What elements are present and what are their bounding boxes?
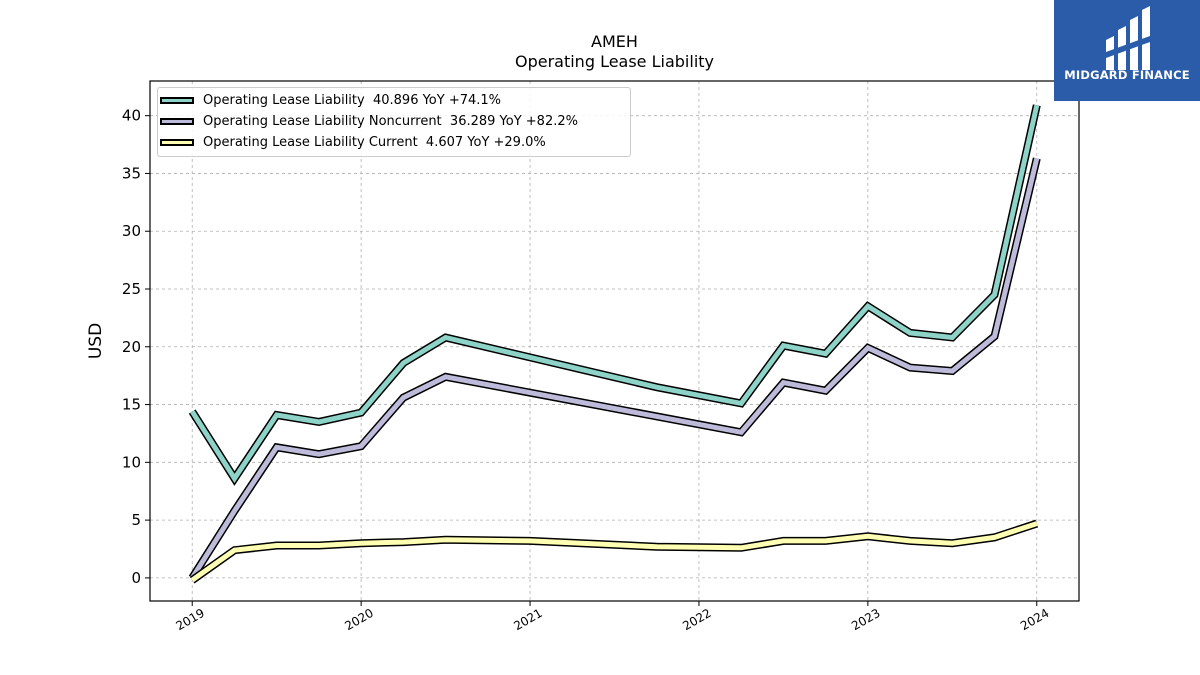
y-tick-label: 30 [122,222,141,240]
legend: Operating Lease Liability 40.896 YoY +74… [157,87,631,157]
series-line-0 [190,104,1040,484]
legend-label: Operating Lease Liability Current 4.607 … [203,135,546,150]
y-tick-label: 20 [122,338,141,356]
legend-item-noncurrent: Operating Lease Liability Noncurrent 36.… [158,112,630,132]
legend-swatch-operating-lease-liability [160,97,194,104]
legend-item-operating-lease-liability: Operating Lease Liability 40.896 YoY +74… [158,91,630,111]
chart-subtitle: Operating Lease Liability [515,52,714,71]
y-tick-label: 5 [131,511,141,529]
y-tick-label: 10 [122,453,141,471]
axes: 0 5 10 15 20 25 30 35 40 2019 2020 2021 2022 2023 2024 [122,107,1052,634]
y-axis-label: USD [86,323,106,359]
x-tick-label: 2021 [511,606,544,633]
series-outline-2 [189,519,1039,584]
midgard-finance-logo-icon [1106,6,1150,70]
plot-frame [149,80,1080,602]
y-tick-label: 15 [122,396,141,414]
midgard-finance-logo: MIDGARD FINANCE [1054,0,1200,101]
chart-title: AMEH [591,32,638,51]
x-tick-label: 2020 [342,606,375,633]
x-tick-label: 2022 [680,606,713,633]
x-tick-label: 2023 [849,606,882,633]
y-tick-label: 40 [122,107,141,125]
y-tick-label: 0 [131,569,141,587]
grid [150,81,1079,601]
legend-swatch-noncurrent [160,118,194,125]
series-line-1 [190,157,1040,580]
y-tick-label: 35 [122,164,141,182]
series-line-2 [190,521,1038,583]
y-tick-label: 25 [122,280,141,298]
legend-swatch-current [160,139,194,146]
series-layer [188,104,1041,584]
x-tick-label: 2019 [174,606,207,633]
logo-text: MIDGARD FINANCE [1064,68,1190,82]
legend-label: Operating Lease Liability 40.896 YoY +74… [203,93,502,108]
legend-item-current: Operating Lease Liability Current 4.607 … [158,133,630,153]
x-tick-label: 2024 [1018,606,1051,633]
legend-label: Operating Lease Liability Noncurrent 36.… [203,114,578,129]
